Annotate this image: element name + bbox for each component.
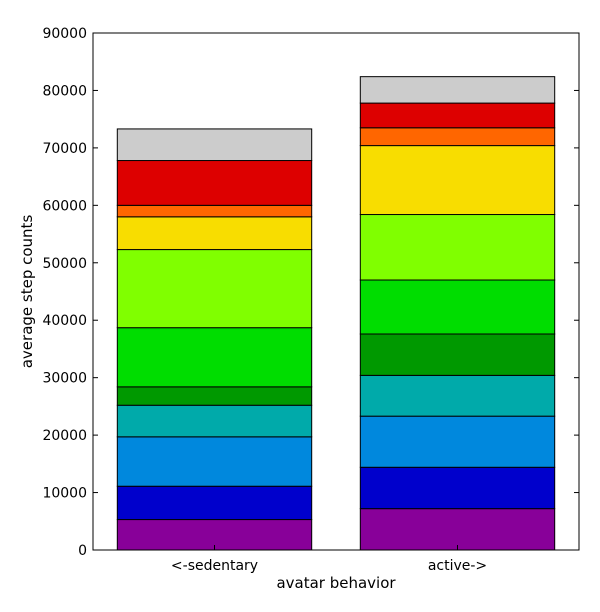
bars-group [116, 76, 556, 551]
y-tick-label: 60000 [42, 198, 87, 214]
x-axis: <-sedentary active-> [171, 545, 487, 574]
bar-segment-1-4 [359, 333, 556, 376]
bar-segment-0-2 [116, 436, 313, 487]
bar-segment-0-5 [116, 327, 313, 388]
y-axis-label: average step counts [18, 215, 36, 369]
x-tick-label: active-> [428, 558, 487, 574]
y-tick-label: 50000 [42, 256, 87, 272]
plot-frame [92, 32, 580, 551]
y-tick-label: 40000 [42, 313, 87, 329]
x-axis-label: avatar behavior [276, 574, 396, 592]
bar-segment-1-9 [359, 102, 556, 129]
y-tick-label: 80000 [42, 83, 87, 99]
bar-segment-0-10 [116, 128, 313, 162]
bar-segment-0-1 [116, 485, 313, 521]
y-axis: 0 10000 20000 30000 40000 50000 60000 70000 8000… [42, 26, 579, 559]
y-tick-label: 90000 [42, 26, 87, 42]
y-tick-label: 0 [78, 543, 87, 559]
bar-segment-0-3 [116, 404, 313, 438]
bar-segment-1-6 [359, 214, 556, 281]
bar-segment-1-1 [359, 466, 556, 510]
y-tick-label: 10000 [42, 486, 87, 502]
bar-segment-0-8 [116, 204, 313, 218]
bar-segment-0-6 [116, 249, 313, 329]
bar-segment-0-0 [116, 519, 313, 551]
bar-segment-0-4 [116, 386, 313, 406]
bar-segment-0-7 [116, 216, 313, 251]
bar-segment-1-7 [359, 145, 556, 216]
y-tick-label: 70000 [42, 141, 87, 157]
bar-segment-1-2 [359, 415, 556, 468]
bar-segment-0-9 [116, 160, 313, 206]
x-tick-label: <-sedentary [171, 558, 258, 574]
bar-segment-1-8 [359, 127, 556, 147]
bar-segment-1-3 [359, 374, 556, 417]
bar-segment-1-5 [359, 279, 556, 335]
bar-segment-1-0 [359, 508, 556, 551]
y-tick-label: 30000 [42, 371, 87, 387]
y-tick-label: 20000 [42, 428, 87, 444]
bar-segment-1-10 [359, 76, 556, 104]
